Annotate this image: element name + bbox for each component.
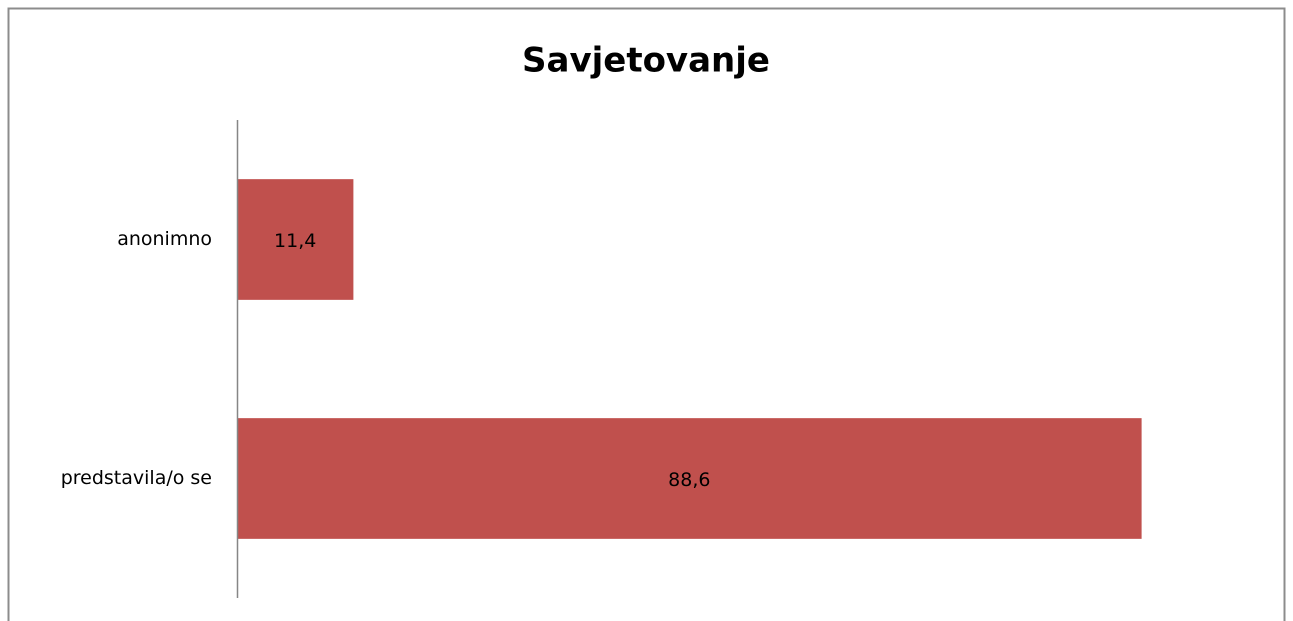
bar [237, 179, 354, 300]
value-label: 11,4 [274, 230, 316, 252]
chart-frame [7, 7, 1286, 621]
value-label: 88,6 [668, 469, 710, 491]
bar [237, 418, 1142, 539]
y-tick-label: predstavila/o se [61, 467, 212, 489]
y-tick-label: anonimno [117, 228, 212, 250]
chart-title: Savjetovanje [522, 41, 770, 81]
